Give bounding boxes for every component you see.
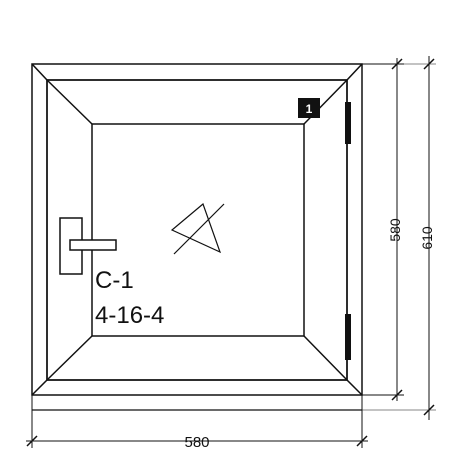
sash [46, 79, 348, 381]
tilt-symbol-icon [170, 202, 225, 255]
sash-number: 1 [306, 102, 313, 116]
width-dimension-label: 580 [184, 434, 209, 451]
height-dimension-label: 610 [419, 226, 435, 250]
glazing-formula-label: 4-16-4 [95, 302, 164, 329]
height-dimension [362, 56, 436, 420]
sash-number-badge: 1 [298, 98, 320, 118]
hinge-icon [345, 102, 351, 360]
window-handle-icon[interactable] [59, 217, 117, 275]
width-dimension [26, 395, 368, 448]
sash-height-dimension-label: 580 [387, 218, 403, 242]
window-mark-label: C-1 [95, 267, 134, 294]
